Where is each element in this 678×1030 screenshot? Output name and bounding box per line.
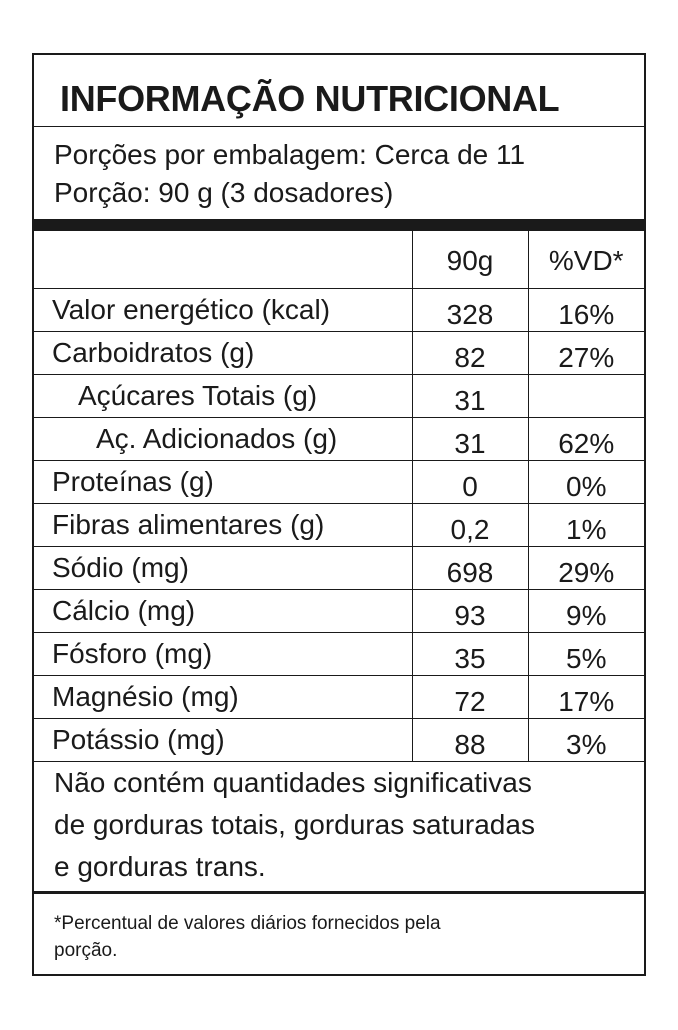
nutrient-name: Proteínas (g) — [34, 460, 413, 504]
nutrient-qty: 0,2 — [412, 503, 529, 547]
nutrient-name: Açúcares Totais (g) — [34, 374, 413, 418]
not-significant-note: Não contém quantidades significativas de… — [54, 762, 624, 888]
table-row: Valor energético (kcal) 328 16% — [34, 288, 644, 332]
nutrient-vd: 5% — [528, 632, 644, 676]
note-line: de gorduras totais, gorduras saturadas — [54, 809, 535, 840]
nutrient-qty: 698 — [412, 546, 529, 590]
nutrient-qty: 0 — [412, 460, 529, 504]
servings-per-package: Porções por embalagem: Cerca de 11 — [54, 139, 526, 170]
table-row: Fósforo (mg) 35 5% — [34, 632, 644, 676]
table-row: Potássio (mg) 88 3% — [34, 718, 644, 762]
table-row: Sódio (mg) 698 29% — [34, 546, 644, 590]
nutrient-name: Carboidratos (g) — [34, 331, 413, 375]
nutrient-vd: 29% — [528, 546, 644, 590]
nutrient-qty: 93 — [412, 589, 529, 633]
nutrient-name: Potássio (mg) — [34, 718, 413, 762]
nutrient-name: Valor energético (kcal) — [34, 288, 413, 332]
nutrient-vd: 0% — [528, 460, 644, 504]
nutrient-name: Fibras alimentares (g) — [34, 503, 413, 547]
nutrient-table: 90g %VD* Valor energético (kcal) 328 16%… — [34, 231, 644, 762]
nutrient-vd — [528, 374, 644, 418]
nutrient-vd: 27% — [528, 331, 644, 375]
nutrient-name: Magnésio (mg) — [34, 675, 413, 719]
nutrient-qty: 72 — [412, 675, 529, 719]
table-row: Açúcares Totais (g) 31 — [34, 374, 644, 418]
table-row: Cálcio (mg) 93 9% — [34, 589, 644, 633]
table-header-row: 90g %VD* — [34, 231, 644, 289]
nutrient-vd: 62% — [528, 417, 644, 461]
table-row: Aç. Adicionados (g) 31 62% — [34, 417, 644, 461]
serving-size: Porção: 90 g (3 dosadores) — [54, 177, 394, 208]
table-row: Magnésio (mg) 72 17% — [34, 675, 644, 719]
footnote: *Percentual de valores diários fornecido… — [54, 910, 614, 964]
nutrient-name: Cálcio (mg) — [34, 589, 413, 633]
header-name-cell — [34, 231, 413, 289]
nutrient-name: Fósforo (mg) — [34, 632, 413, 676]
nutrient-vd: 9% — [528, 589, 644, 633]
nutrient-vd: 17% — [528, 675, 644, 719]
thick-divider — [34, 219, 644, 231]
nutrient-vd: 16% — [528, 288, 644, 332]
nutrient-vd: 1% — [528, 503, 644, 547]
nutrient-name: Aç. Adicionados (g) — [34, 417, 413, 461]
footer-divider — [34, 891, 644, 894]
table-row: Fibras alimentares (g) 0,2 1% — [34, 503, 644, 547]
table-row: Carboidratos (g) 82 27% — [34, 331, 644, 375]
nutrient-qty: 31 — [412, 374, 529, 418]
nutrient-qty: 82 — [412, 331, 529, 375]
nutrient-qty: 35 — [412, 632, 529, 676]
header-qty: 90g — [412, 231, 529, 289]
nutrient-name: Sódio (mg) — [34, 546, 413, 590]
footnote-line: porção. — [54, 940, 118, 961]
note-line: e gorduras trans. — [54, 851, 266, 882]
nutrient-qty: 88 — [412, 718, 529, 762]
header-vd: %VD* — [528, 231, 644, 289]
serving-info: Porções por embalagem: Cerca de 11 Porçã… — [34, 127, 644, 219]
nutrient-qty: 328 — [412, 288, 529, 332]
nutrient-qty: 31 — [412, 417, 529, 461]
footnote-line: *Percentual de valores diários fornecido… — [54, 913, 441, 934]
nutrition-facts-label: INFORMAÇÃO NUTRICIONAL Porções por embal… — [32, 53, 646, 976]
note-line: Não contém quantidades significativas — [54, 767, 532, 798]
label-title: INFORMAÇÃO NUTRICIONAL — [34, 55, 644, 127]
table-row: Proteínas (g) 0 0% — [34, 460, 644, 504]
nutrient-vd: 3% — [528, 718, 644, 762]
